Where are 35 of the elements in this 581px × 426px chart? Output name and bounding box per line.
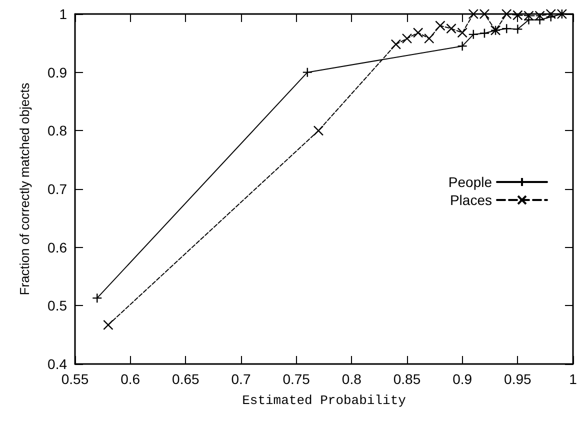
point bbox=[446, 23, 456, 34]
legend-label: People bbox=[448, 174, 492, 190]
y-tick-label: 0.6 bbox=[48, 239, 68, 256]
x-tick-label: 0.6 bbox=[120, 371, 140, 387]
point bbox=[412, 28, 424, 38]
y-tick-label: 0.4 bbox=[48, 356, 68, 372]
point bbox=[524, 10, 534, 21]
point bbox=[502, 8, 512, 20]
y-tick-label: 1 bbox=[59, 6, 68, 22]
point bbox=[92, 292, 102, 304]
legend-label: Places bbox=[450, 192, 492, 208]
x-tick-label: 1 bbox=[569, 371, 578, 387]
y-axis-title: Fraction of correctly matched objects bbox=[17, 82, 32, 296]
y-tick-label: 0.8 bbox=[48, 122, 68, 139]
point bbox=[313, 126, 324, 136]
point bbox=[103, 320, 114, 330]
point bbox=[435, 20, 446, 31]
x-tick-label: 0.55 bbox=[61, 371, 89, 387]
point bbox=[457, 28, 468, 38]
point bbox=[468, 8, 478, 20]
x-tick-label: 0.95 bbox=[504, 371, 532, 387]
y-tick-label: 0.9 bbox=[48, 64, 68, 80]
point bbox=[424, 33, 434, 44]
x-tick-label: 0.85 bbox=[393, 371, 421, 387]
x-tick-label: 0.75 bbox=[282, 371, 310, 387]
x-tick-label: 0.8 bbox=[342, 371, 362, 387]
x-tick-label: 0.65 bbox=[172, 371, 200, 387]
x-axis-title: Estimated Probability bbox=[242, 393, 406, 408]
x-tick-label: 0.9 bbox=[452, 371, 472, 387]
x-tick-label: 0.7 bbox=[231, 371, 251, 387]
y-tick-label: 0.7 bbox=[48, 181, 68, 197]
point bbox=[479, 8, 490, 20]
point bbox=[390, 39, 402, 50]
y-tick-label: 0.5 bbox=[48, 298, 68, 314]
point bbox=[402, 33, 412, 44]
